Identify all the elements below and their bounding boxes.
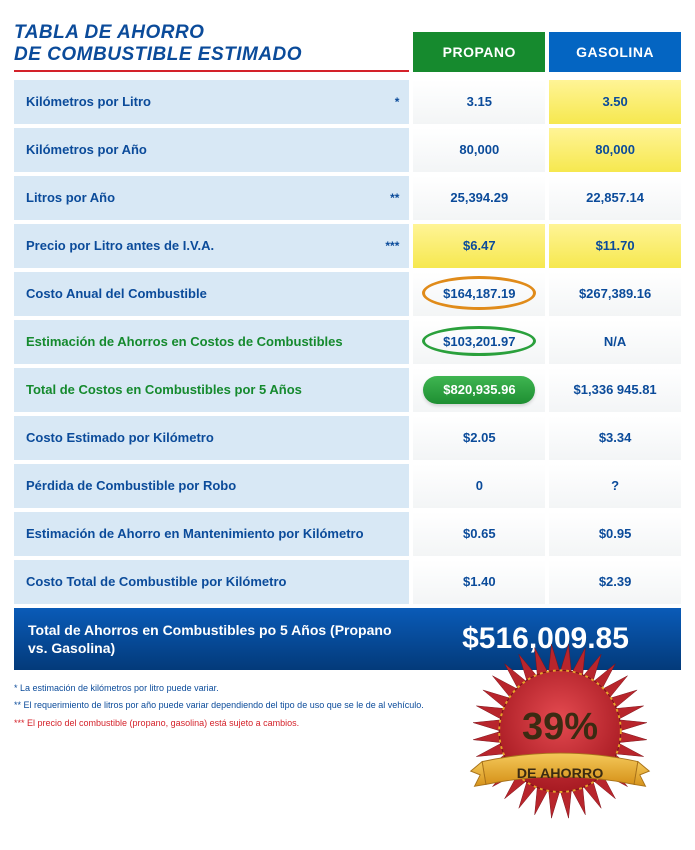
table-row: Kilómetros por Litro*3.153.50 (14, 80, 681, 124)
gasoline-value: ? (549, 464, 681, 508)
propane-value: $820,935.96 (413, 368, 545, 412)
propane-value: $0.65 (413, 512, 545, 556)
gasoline-value: N/A (549, 320, 681, 364)
row-label: Kilómetros por Litro* (14, 80, 409, 124)
gasoline-value: $0.95 (549, 512, 681, 556)
table-row: Estimación de Ahorros en Costos de Combu… (14, 320, 681, 364)
propane-value: 25,394.29 (413, 176, 545, 220)
table-row: Litros por Año**25,394.2922,857.14 (14, 176, 681, 220)
footnotes: * La estimación de kilómetros por litro … (14, 682, 444, 730)
propane-value: 3.15 (413, 80, 545, 124)
row-label: Total de Costos en Combustibles por 5 Añ… (14, 368, 409, 412)
gasoline-value: 22,857.14 (549, 176, 681, 220)
gasoline-value: $11.70 (549, 224, 681, 268)
savings-table: Kilómetros por Litro*3.153.50Kilómetros … (14, 80, 681, 604)
gasoline-value: 80,000 (549, 128, 681, 172)
title-line1: TABLA DE AHORRO (14, 22, 204, 43)
propane-value: $2.05 (413, 416, 545, 460)
row-label: Costo Estimado por Kilómetro (14, 416, 409, 460)
table-row: Costo Anual del Combustible$164,187.19$2… (14, 272, 681, 316)
propane-value: 0 (413, 464, 545, 508)
propane-value: $1.40 (413, 560, 545, 604)
propane-value: 80,000 (413, 128, 545, 172)
row-label: Estimación de Ahorro en Mantenimiento po… (14, 512, 409, 556)
row-label: Precio por Litro antes de I.V.A.*** (14, 224, 409, 268)
propane-value: $6.47 (413, 224, 545, 268)
page-title: TABLA DE AHORRO DE COMBUSTIBLE ESTIMADO (14, 22, 409, 66)
column-header-gasoline: GASOLINA (549, 32, 681, 72)
row-note: ** (390, 191, 399, 205)
footnote-1: * La estimación de kilómetros por litro … (14, 682, 444, 695)
row-label: Kilómetros por Año (14, 128, 409, 172)
table-row: Total de Costos en Combustibles por 5 Añ… (14, 368, 681, 412)
row-label: Litros por Año** (14, 176, 409, 220)
propane-value: $164,187.19 (413, 272, 545, 316)
row-note: *** (385, 239, 399, 253)
footnote-3: *** El precio del combustible (propano, … (14, 717, 444, 730)
row-label: Costo Anual del Combustible (14, 272, 409, 316)
gasoline-value: $1,336 945.81 (549, 368, 681, 412)
table-row: Kilómetros por Año80,00080,000 (14, 128, 681, 172)
propane-value: $103,201.97 (413, 320, 545, 364)
badge-percent: 39% (522, 706, 598, 748)
row-label: Pérdida de Combustible por Robo (14, 464, 409, 508)
table-row: Estimación de Ahorro en Mantenimiento po… (14, 512, 681, 556)
column-header-propane: PROPANO (413, 32, 545, 72)
savings-badge: 39% DE AHORRO (465, 640, 655, 830)
title-line2: DE COMBUSTIBLE ESTIMADO (14, 44, 302, 65)
badge-subtitle: DE AHORRO (517, 766, 604, 782)
header-row: TABLA DE AHORRO DE COMBUSTIBLE ESTIMADO … (14, 22, 681, 72)
gasoline-value: $3.34 (549, 416, 681, 460)
highlight-pill: $820,935.96 (423, 376, 535, 404)
table-row: Pérdida de Combustible por Robo0? (14, 464, 681, 508)
row-label: Costo Total de Combustible por Kilómetro (14, 560, 409, 604)
title-underline (14, 70, 409, 72)
table-row: Precio por Litro antes de I.V.A.***$6.47… (14, 224, 681, 268)
row-label: Estimación de Ahorros en Costos de Combu… (14, 320, 409, 364)
footnote-2: ** El requerimiento de litros por año pu… (14, 699, 444, 712)
row-note: * (395, 95, 400, 109)
gasoline-value: $2.39 (549, 560, 681, 604)
total-label: Total de Ahorros en Combustibles po 5 Añ… (14, 608, 410, 670)
table-row: Costo Total de Combustible por Kilómetro… (14, 560, 681, 604)
table-row: Costo Estimado por Kilómetro$2.05$3.34 (14, 416, 681, 460)
gasoline-value: $267,389.16 (549, 272, 681, 316)
gasoline-value: 3.50 (549, 80, 681, 124)
